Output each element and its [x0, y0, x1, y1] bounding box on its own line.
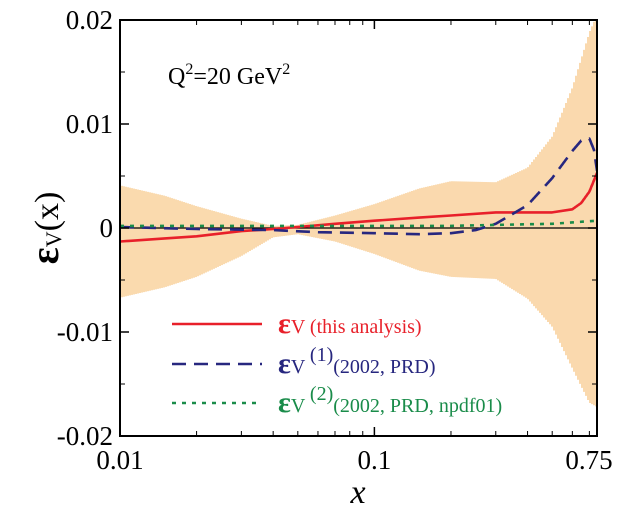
q2-annotation: Q2=20 GeV2 — [168, 61, 290, 90]
legend-label-2: εV (1)(2002, PRD) — [278, 344, 435, 380]
y-tick-label: 0 — [100, 213, 114, 243]
y-tick-label: 0.02 — [66, 5, 113, 35]
legend-label-1: εV (this analysis) — [278, 307, 422, 340]
series-layer — [120, 137, 597, 243]
legend: εV (this analysis) εV (1)(2002, PRD)εV (2… — [172, 307, 502, 419]
legend-label-3: εV (2)(2002, PRD, npdf01) — [278, 383, 502, 419]
x-tick-label: 0.01 — [96, 445, 143, 475]
y-tick-label: 0.01 — [66, 109, 113, 139]
x-axis-title: x — [349, 474, 365, 511]
series-line-1 — [120, 172, 597, 243]
x-tick-label: 0.75 — [565, 445, 612, 475]
svg-text:εV(x): εV(x) — [22, 192, 67, 265]
y-tick-label: -0.02 — [57, 421, 113, 451]
x-tick-label: 0.1 — [358, 445, 392, 475]
tick-layer: 0.01 0.1 0.75 0.02 0.01 0 -0.01 -0.02 — [57, 5, 613, 475]
y-axis-title: εV(x) — [22, 192, 67, 265]
y-tick-label: -0.01 — [57, 317, 113, 347]
series-line-3 — [120, 219, 597, 228]
